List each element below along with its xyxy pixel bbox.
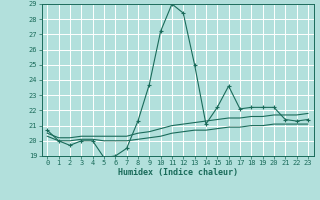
X-axis label: Humidex (Indice chaleur): Humidex (Indice chaleur) [118,168,237,177]
